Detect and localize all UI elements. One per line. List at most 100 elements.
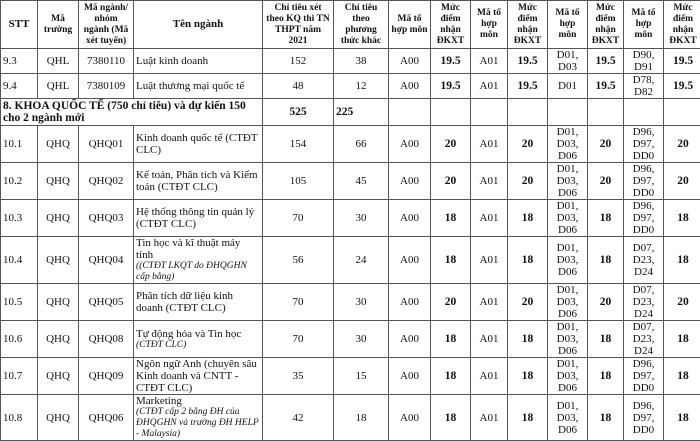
ma-nganh-cell: QHQ02 <box>79 163 134 200</box>
muc-diem-cell: 18 <box>508 237 548 284</box>
header-ten-nganh: Tên ngành <box>134 1 263 49</box>
muc-diem-cell: 20 <box>588 126 624 163</box>
muc-diem-cell: 19.5 <box>508 49 548 74</box>
ma-to-hop-cell: D78, D82 <box>624 74 664 99</box>
ten-nganh-cell: Kinh doanh quốc tế (CTĐT CLC) <box>134 126 263 163</box>
ma-truong-cell: QHQ <box>38 237 79 284</box>
muc-diem-cell: 18 <box>508 200 548 237</box>
ma-to-hop-cell: D01, D03, D06 <box>548 163 588 200</box>
muc-diem-cell: 18 <box>508 321 548 358</box>
ma-to-hop-cell: D96, D97, DD0 <box>624 126 664 163</box>
header-ma-to-hop-4: Mã tổ hợp môn <box>624 1 664 49</box>
muc-diem-cell: 19.5 <box>508 74 548 99</box>
muc-diem-cell: 18 <box>588 200 624 237</box>
ten-nganh-cell: Tự động hóa và Tin học(CTĐT CLC) <box>134 321 263 358</box>
ten-nganh-text: Luật thương mại quốc tế <box>136 80 260 92</box>
ma-truong-cell: QHQ <box>38 163 79 200</box>
muc-diem-cell: 19.5 <box>588 74 624 99</box>
chi-tieu-thpt-cell: 105 <box>263 163 334 200</box>
muc-diem-cell: 20 <box>664 284 700 321</box>
muc-diem-cell: 18 <box>664 358 700 395</box>
empty-cell <box>508 99 548 126</box>
muc-diem-cell: 18 <box>431 358 471 395</box>
ten-nganh-cell: Tin học và kĩ thuật máy tính((CTĐT LKQT … <box>134 237 263 284</box>
chi-tieu-khac-cell: 15 <box>334 358 389 395</box>
empty-cell <box>548 99 588 126</box>
section-title: 8. KHOA QUỐC TẾ (750 chỉ tiêu) và dự kiế… <box>1 99 263 126</box>
muc-diem-cell: 18 <box>588 395 624 441</box>
ten-nganh-cell: Ngôn ngữ Anh (chuyên sâu Kinh doanh và C… <box>134 358 263 395</box>
ma-to-hop-cell: A01 <box>471 126 508 163</box>
ma-to-hop-cell: A00 <box>389 200 431 237</box>
ma-to-hop-cell: A01 <box>471 237 508 284</box>
ma-to-hop-cell: D96, D97, DD0 <box>624 358 664 395</box>
ma-to-hop-cell: A01 <box>471 163 508 200</box>
header-muc-diem-4: Mức điểm nhận ĐKXT <box>664 1 700 49</box>
ten-nganh-cell: Phân tích dữ liệu kinh doanh (CTĐT CLC) <box>134 284 263 321</box>
empty-cell <box>389 99 431 126</box>
ma-nganh-cell: QHQ03 <box>79 200 134 237</box>
muc-diem-cell: 18 <box>588 321 624 358</box>
ten-nganh-cell: Kế toán, Phân tích và Kiểm toán (CTĐT CL… <box>134 163 263 200</box>
ma-to-hop-cell: D01, D03, D06 <box>548 200 588 237</box>
ma-truong-cell: QHQ <box>38 321 79 358</box>
chi-tieu-khac-cell: 12 <box>334 74 389 99</box>
ma-to-hop-cell: A01 <box>471 395 508 441</box>
muc-diem-cell: 20 <box>431 163 471 200</box>
ma-to-hop-cell: A00 <box>389 237 431 284</box>
ma-truong-cell: QHL <box>38 74 79 99</box>
chi-tieu-thpt-cell: 152 <box>263 49 334 74</box>
chi-tieu-thpt-cell: 70 <box>263 200 334 237</box>
ten-nganh-text: Tin học và kĩ thuật máy tính <box>136 237 260 261</box>
ma-nganh-cell: QHQ04 <box>79 237 134 284</box>
ten-nganh-note: ((CTĐT LKQT do ĐHQGHN cấp bằng) <box>136 261 260 283</box>
section-chi-tieu-thpt: 525 <box>263 99 334 126</box>
ma-to-hop-cell: A01 <box>471 321 508 358</box>
chi-tieu-khac-cell: 45 <box>334 163 389 200</box>
muc-diem-cell: 19.5 <box>588 49 624 74</box>
ten-nganh-text: Luật kinh doanh <box>136 55 260 67</box>
ma-truong-cell: QHL <box>38 49 79 74</box>
ten-nganh-cell: Hệ thống thông tin quản lý (CTĐT CLC) <box>134 200 263 237</box>
ma-to-hop-cell: A01 <box>471 49 508 74</box>
muc-diem-cell: 18 <box>664 321 700 358</box>
muc-diem-cell: 19.5 <box>664 49 700 74</box>
muc-diem-cell: 18 <box>431 321 471 358</box>
chi-tieu-thpt-cell: 154 <box>263 126 334 163</box>
empty-cell <box>431 99 471 126</box>
muc-diem-cell: 18 <box>431 200 471 237</box>
ma-to-hop-cell: A00 <box>389 163 431 200</box>
ten-nganh-text: Kinh doanh quốc tế (CTĐT CLC) <box>136 132 260 156</box>
header-ma-truong: Mã trường <box>38 1 79 49</box>
ten-nganh-text: Tự động hóa và Tin học <box>136 328 260 340</box>
ten-nganh-cell: Marketing(CTĐT cấp 2 bằng ĐH của ĐHQGHN … <box>134 395 263 441</box>
stt-cell: 10.7 <box>1 358 38 395</box>
ten-nganh-text: Kế toán, Phân tích và Kiểm toán (CTĐT CL… <box>136 169 260 193</box>
chi-tieu-thpt-cell: 42 <box>263 395 334 441</box>
chi-tieu-thpt-cell: 48 <box>263 74 334 99</box>
chi-tieu-khac-cell: 30 <box>334 284 389 321</box>
ma-to-hop-cell: D07, D23, D24 <box>624 237 664 284</box>
muc-diem-cell: 20 <box>431 284 471 321</box>
muc-diem-cell: 18 <box>588 358 624 395</box>
chi-tieu-khac-cell: 30 <box>334 321 389 358</box>
muc-diem-cell: 18 <box>508 395 548 441</box>
ma-to-hop-cell: D90, D91 <box>624 49 664 74</box>
muc-diem-cell: 20 <box>508 284 548 321</box>
muc-diem-cell: 18 <box>588 237 624 284</box>
ma-to-hop-cell: D96, D97, DD0 <box>624 395 664 441</box>
ten-nganh-text: Ngôn ngữ Anh (chuyên sâu Kinh doanh và C… <box>136 358 260 394</box>
muc-diem-cell: 20 <box>588 163 624 200</box>
ma-to-hop-cell: D01 <box>548 74 588 99</box>
ma-to-hop-cell: A00 <box>389 395 431 441</box>
ten-nganh-cell: Luật kinh doanh <box>134 49 263 74</box>
stt-cell: 9.4 <box>1 74 38 99</box>
header-ma-to-hop-2: Mã tổ hợp môn <box>471 1 508 49</box>
ma-to-hop-cell: D07, D23, D24 <box>624 321 664 358</box>
chi-tieu-khac-cell: 66 <box>334 126 389 163</box>
stt-cell: 10.1 <box>1 126 38 163</box>
